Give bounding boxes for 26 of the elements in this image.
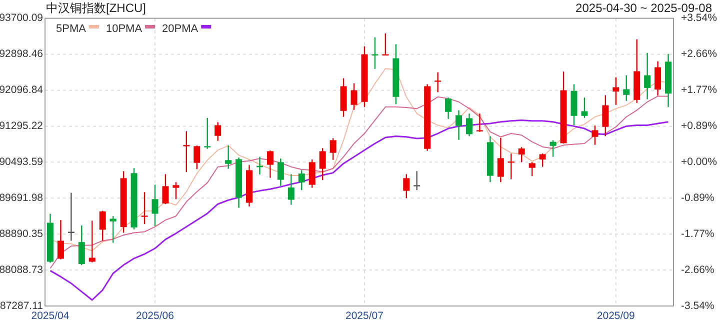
y-tick-label: 92096.84 (0, 84, 44, 96)
y-tick-label: 88088.73 (0, 264, 44, 276)
y-tick-label: 88890.35 (0, 228, 44, 240)
y2-tick-label: -1.77% (681, 228, 714, 240)
legend-label: 5PMA (56, 22, 87, 35)
legend-label: 10PMA (106, 22, 143, 35)
y2-tick-label: +3.54% (681, 12, 717, 24)
y2-tick-label: -0.89% (681, 192, 714, 204)
x-tick-label: 2025/09 (596, 310, 636, 320)
chart-title: 中汉铜指数[ZHCU] (46, 1, 146, 16)
x-tick-label: 2025/06 (136, 310, 174, 320)
y-tick-label: 92898.46 (0, 48, 44, 60)
y2-tick-label: +0.89% (681, 120, 717, 132)
x-tick-label: 2025/04 (31, 310, 70, 320)
y2-tick-label: +0.00% (681, 156, 717, 168)
y2-tick-label: -2.66% (681, 264, 714, 276)
y-tick-label: 90493.59 (0, 156, 44, 168)
y2-tick-label: -3.54% (681, 300, 714, 312)
y2-tick-label: +1.77% (681, 84, 717, 96)
legend-label: 20PMA (162, 22, 199, 35)
y-tick-label: 91295.22 (0, 120, 44, 132)
y-tick-label: 87287.11 (0, 300, 44, 312)
x-tick-label: 2025/07 (346, 310, 384, 320)
y2-tick-label: +2.66% (681, 48, 717, 60)
y-tick-label: 93700.09 (0, 12, 44, 24)
y-tick-label: 89691.98 (0, 192, 44, 204)
